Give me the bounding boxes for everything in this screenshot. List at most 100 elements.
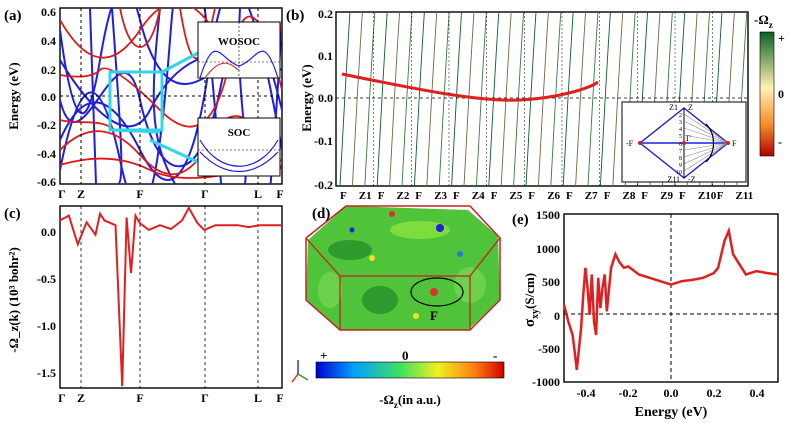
b-xtick: F <box>641 190 648 202</box>
c-xtick: Γ <box>58 391 66 405</box>
b-xtick: F <box>453 190 460 202</box>
panel-a-yticks: 0.6 0.4 0.2 0.0 -0.2 -0.4 -0.6 <box>37 5 56 189</box>
bz-mf: -F <box>626 139 634 148</box>
bz-num: 8 <box>679 156 682 162</box>
panel-d-point-label: F <box>430 308 438 323</box>
b-xtick: Z8 <box>623 190 636 202</box>
e-xtick: 0.0 <box>664 386 679 400</box>
colorbar-b-title: -Ωz <box>754 12 773 30</box>
b-xtick: F <box>528 190 535 202</box>
b-band-line <box>537 12 549 186</box>
panel-d-colorbar <box>315 361 505 379</box>
panel-b-label: (b) <box>286 8 304 24</box>
bz-num: 4 <box>679 127 682 133</box>
bz-num: 3 <box>679 120 682 126</box>
panel-e-xticks: -0.4 -0.2 0.0 0.2 0.4 <box>577 386 765 400</box>
fermi-surface <box>306 206 500 330</box>
b-xtick: F <box>717 190 724 202</box>
b-xtick: Z3 <box>434 190 447 202</box>
b-band-line <box>587 12 599 186</box>
a-ytick: -0.6 <box>37 175 56 189</box>
colorbar-d-title-unit: (in a.u.) <box>398 392 441 407</box>
e-xtick: 0.2 <box>707 386 722 400</box>
e-ytick: -1000 <box>532 375 560 389</box>
panel-e-yticks: 1500 1000 500 0 -500 -1000 <box>532 208 560 389</box>
b-ytick: 0.2 <box>318 7 333 21</box>
colorbar-b-title-main: -Ω <box>754 12 769 27</box>
b-band-line <box>612 12 624 186</box>
panel-c: (c) -Ω_z(k) (10³ bohr²) 0.0 -0.5 -1.0 -1… <box>4 205 284 405</box>
b-xtick: Z1 <box>359 190 372 202</box>
panel-b-yticks: 0.2 0.1 0.0 -0.1 -0.2 <box>314 7 333 192</box>
panel-c-berry-curve <box>59 205 282 387</box>
b-band-line <box>488 12 500 186</box>
a-ytick: -0.2 <box>37 118 56 132</box>
b-xtick: Z5 <box>510 190 523 202</box>
b-xtick: Z7 <box>585 190 598 202</box>
a-xtick: F <box>276 187 283 201</box>
panel-e-xlabel: Energy (eV) <box>635 405 708 420</box>
a-xtick: Z <box>77 187 85 201</box>
e-ytick: 1000 <box>536 242 560 256</box>
bz-num: 2 <box>679 113 682 119</box>
colorbar-b-title-sub: z <box>769 20 773 30</box>
b-xtick: F <box>340 190 347 202</box>
colorbar-d-title: -Ωz(in a.u.) <box>379 392 441 410</box>
panel-e-sigma-curve <box>562 226 779 371</box>
b-ytick: 0.0 <box>318 91 333 105</box>
c-ytick: -1.0 <box>37 319 56 333</box>
a-xtick: F <box>136 187 143 201</box>
e-xtick: 0.4 <box>750 386 765 400</box>
c-ytick: -0.5 <box>37 272 56 286</box>
b-band-line <box>364 12 376 186</box>
b-band-line <box>438 12 450 186</box>
panel-b-ylabel: Energy (eV) <box>299 64 314 132</box>
b-xtick: Z4 <box>472 190 485 202</box>
inset-soc: SOC <box>197 117 281 177</box>
bz-mz: -Z <box>688 175 696 184</box>
panel-b-colorbar: -Ωz + 0 - <box>754 12 785 157</box>
a-xtick: L <box>254 187 262 201</box>
b-band-line <box>426 12 438 186</box>
panel-a-ylabel: Energy (eV) <box>6 62 21 130</box>
panel-e-ylabel-unit: (S/cm) <box>522 273 537 309</box>
bz-z1: Z1 <box>669 103 678 112</box>
panel-e-ylabel-sub: xy <box>530 309 541 319</box>
a-ytick: 0.2 <box>41 63 56 77</box>
a-ytick: -0.4 <box>37 147 56 161</box>
colorbar-d-title-sub: z <box>394 400 398 410</box>
panel-b-bands <box>339 12 759 186</box>
b-band-line <box>389 12 401 186</box>
b-xtick: F <box>604 190 611 202</box>
c-ytick: 0.0 <box>41 225 56 239</box>
bz-num: 10 <box>676 170 682 176</box>
b-band-line <box>475 12 487 186</box>
e-ytick: 0 <box>554 309 560 323</box>
colorbar-d-plus: + <box>320 348 327 363</box>
b-xtick: F <box>415 190 422 202</box>
b-band-line <box>525 12 537 186</box>
b-band-line <box>339 12 351 186</box>
bz-num: 6 <box>679 142 682 148</box>
c-xtick: Z <box>77 391 85 405</box>
panel-b-xticks: F Z1 F Z2 F Z3 F Z4 F Z5 F Z6 F Z7 F Z8 F Z9 F Z10 F Z11 <box>335 12 754 202</box>
colorbar-d-minus: - <box>493 348 497 363</box>
c-ytick: -1.5 <box>37 366 56 380</box>
e-xtick: -0.2 <box>619 386 638 400</box>
b-band-line <box>749 12 759 186</box>
bz-z11: Z11 <box>667 175 680 184</box>
panel-e-label: (e) <box>512 212 529 228</box>
b-xtick: F <box>491 190 498 202</box>
b-band-line <box>376 12 388 186</box>
b-xtick: Z11 <box>736 190 754 202</box>
a-xtick: Γ <box>201 187 209 201</box>
panel-a-xticks: Γ Z F Γ L F <box>58 187 283 201</box>
b-band-line <box>451 12 463 186</box>
panel-c-label: (c) <box>4 206 21 222</box>
bz-num: 9 <box>679 163 682 169</box>
panel-d-label: (d) <box>312 206 330 222</box>
b-band-line <box>562 12 574 186</box>
b-ytick: -0.1 <box>314 134 333 148</box>
